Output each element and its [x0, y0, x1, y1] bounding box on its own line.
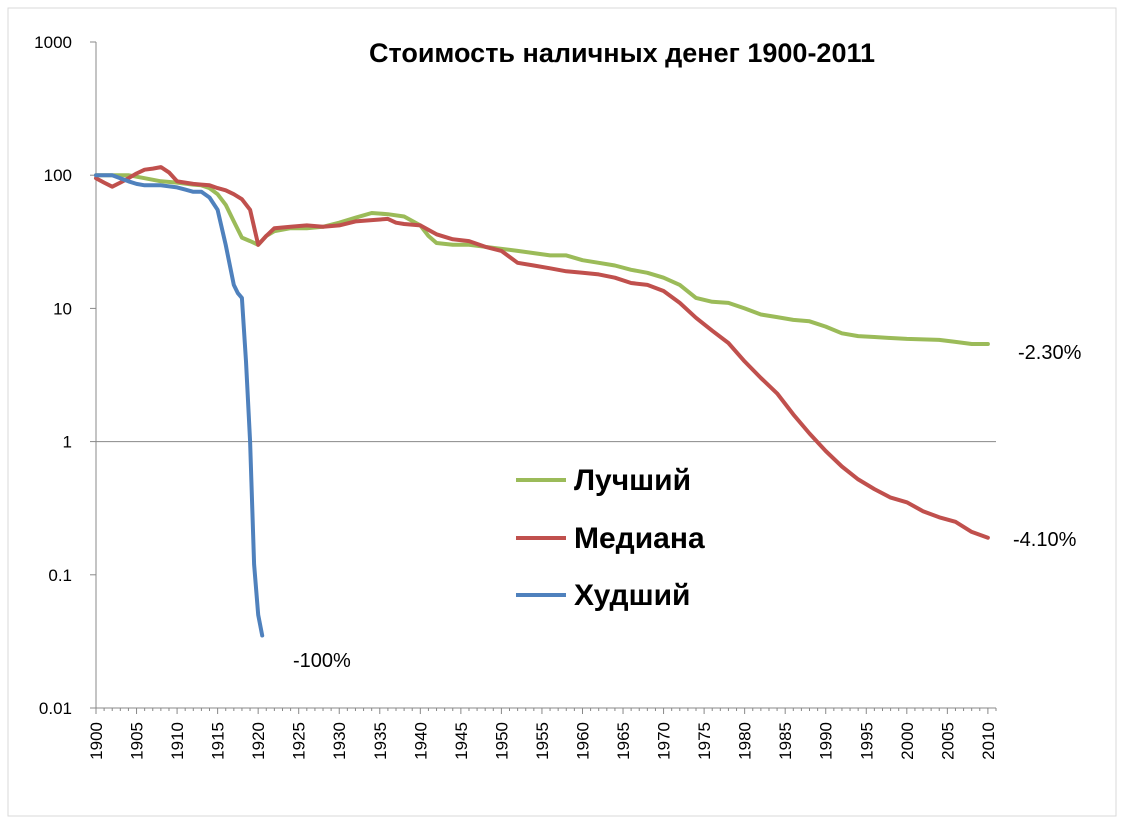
legend-label: Худший [574, 579, 690, 612]
series-end-label: -100% [293, 650, 351, 672]
x-tick-label: 1910 [168, 722, 187, 760]
y-tick-label: 0.1 [48, 566, 72, 585]
x-tick-label: 1985 [776, 722, 795, 760]
end-labels: -2.30% -4.10% -100% [293, 342, 1082, 672]
legend-label: Медиана [574, 522, 705, 555]
legend: Лучший Медиана Худший [516, 464, 705, 612]
x-tick-label: 1950 [492, 722, 511, 760]
series-line-2 [94, 165, 990, 540]
series-end-label: -2.30% [1018, 342, 1082, 364]
chart-title: Стоимость наличных денег 1900-2011 [369, 38, 875, 68]
x-tick-label: 1955 [533, 722, 552, 760]
series-end-label: -4.10% [1013, 529, 1077, 551]
x-tick-label: 2010 [979, 722, 998, 760]
chart-border [7, 7, 1117, 817]
x-tick-label: 1970 [655, 722, 674, 760]
y-tick-label: 1000 [34, 33, 72, 52]
x-tick-label: 1935 [371, 722, 390, 760]
x-tick-label: 1930 [330, 722, 349, 760]
x-tick-label: 1965 [614, 722, 633, 760]
series-line-3 [94, 173, 265, 638]
series-layer [94, 165, 990, 638]
x-tick-label: 1960 [573, 722, 592, 760]
x-tick-label: 1945 [452, 722, 471, 760]
x-tick-label: 1995 [857, 722, 876, 760]
y-tick-label: 10 [53, 299, 72, 318]
x-tick-label: 1980 [736, 722, 755, 760]
y-tick-label: 100 [44, 166, 72, 185]
x-tick-label: 1975 [695, 722, 714, 760]
x-tick-label: 1915 [209, 722, 228, 760]
axes-layer: 1000 100 10 1 0.1 0.01 1900 1905 1910 1915 1920 192… [34, 33, 998, 760]
x-tick-label: 1905 [128, 722, 147, 760]
y-tick-label: 0.01 [39, 699, 72, 718]
x-tick-label: 1925 [290, 722, 309, 760]
x-tick-label: 1940 [411, 722, 430, 760]
x-tick-label: 1900 [87, 722, 106, 760]
x-tick-label: 2000 [898, 722, 917, 760]
legend-label: Лучший [574, 464, 691, 497]
y-tick-label: 1 [63, 433, 72, 452]
x-tick-label: 2005 [938, 722, 957, 760]
x-tick-label: 1990 [817, 722, 836, 760]
x-tick-label: 1920 [249, 722, 268, 760]
